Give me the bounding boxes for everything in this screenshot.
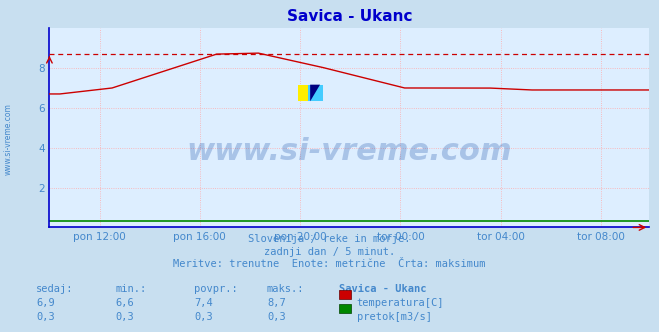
Text: 0,3: 0,3: [36, 312, 55, 322]
Text: Meritve: trenutne  Enote: metrične  Črta: maksimum: Meritve: trenutne Enote: metrične Črta: …: [173, 259, 486, 269]
Text: temperatura[C]: temperatura[C]: [357, 298, 444, 308]
Text: 6,9: 6,9: [36, 298, 55, 308]
Text: pretok[m3/s]: pretok[m3/s]: [357, 312, 432, 322]
Title: Savica - Ukanc: Savica - Ukanc: [287, 9, 412, 24]
Text: 8,7: 8,7: [267, 298, 285, 308]
Text: sedaj:: sedaj:: [36, 284, 74, 294]
Text: zadnji dan / 5 minut.: zadnji dan / 5 minut.: [264, 247, 395, 257]
Text: 7,4: 7,4: [194, 298, 213, 308]
Text: 6,6: 6,6: [115, 298, 134, 308]
Text: www.si-vreme.com: www.si-vreme.com: [3, 104, 13, 175]
Text: www.si-vreme.com: www.si-vreme.com: [186, 137, 512, 166]
Text: min.:: min.:: [115, 284, 146, 294]
Text: Slovenija / reke in morje.: Slovenija / reke in morje.: [248, 234, 411, 244]
Text: 0,3: 0,3: [115, 312, 134, 322]
Text: Savica - Ukanc: Savica - Ukanc: [339, 284, 427, 294]
Text: 0,3: 0,3: [194, 312, 213, 322]
Text: 0,3: 0,3: [267, 312, 285, 322]
Text: povpr.:: povpr.:: [194, 284, 238, 294]
Text: maks.:: maks.:: [267, 284, 304, 294]
